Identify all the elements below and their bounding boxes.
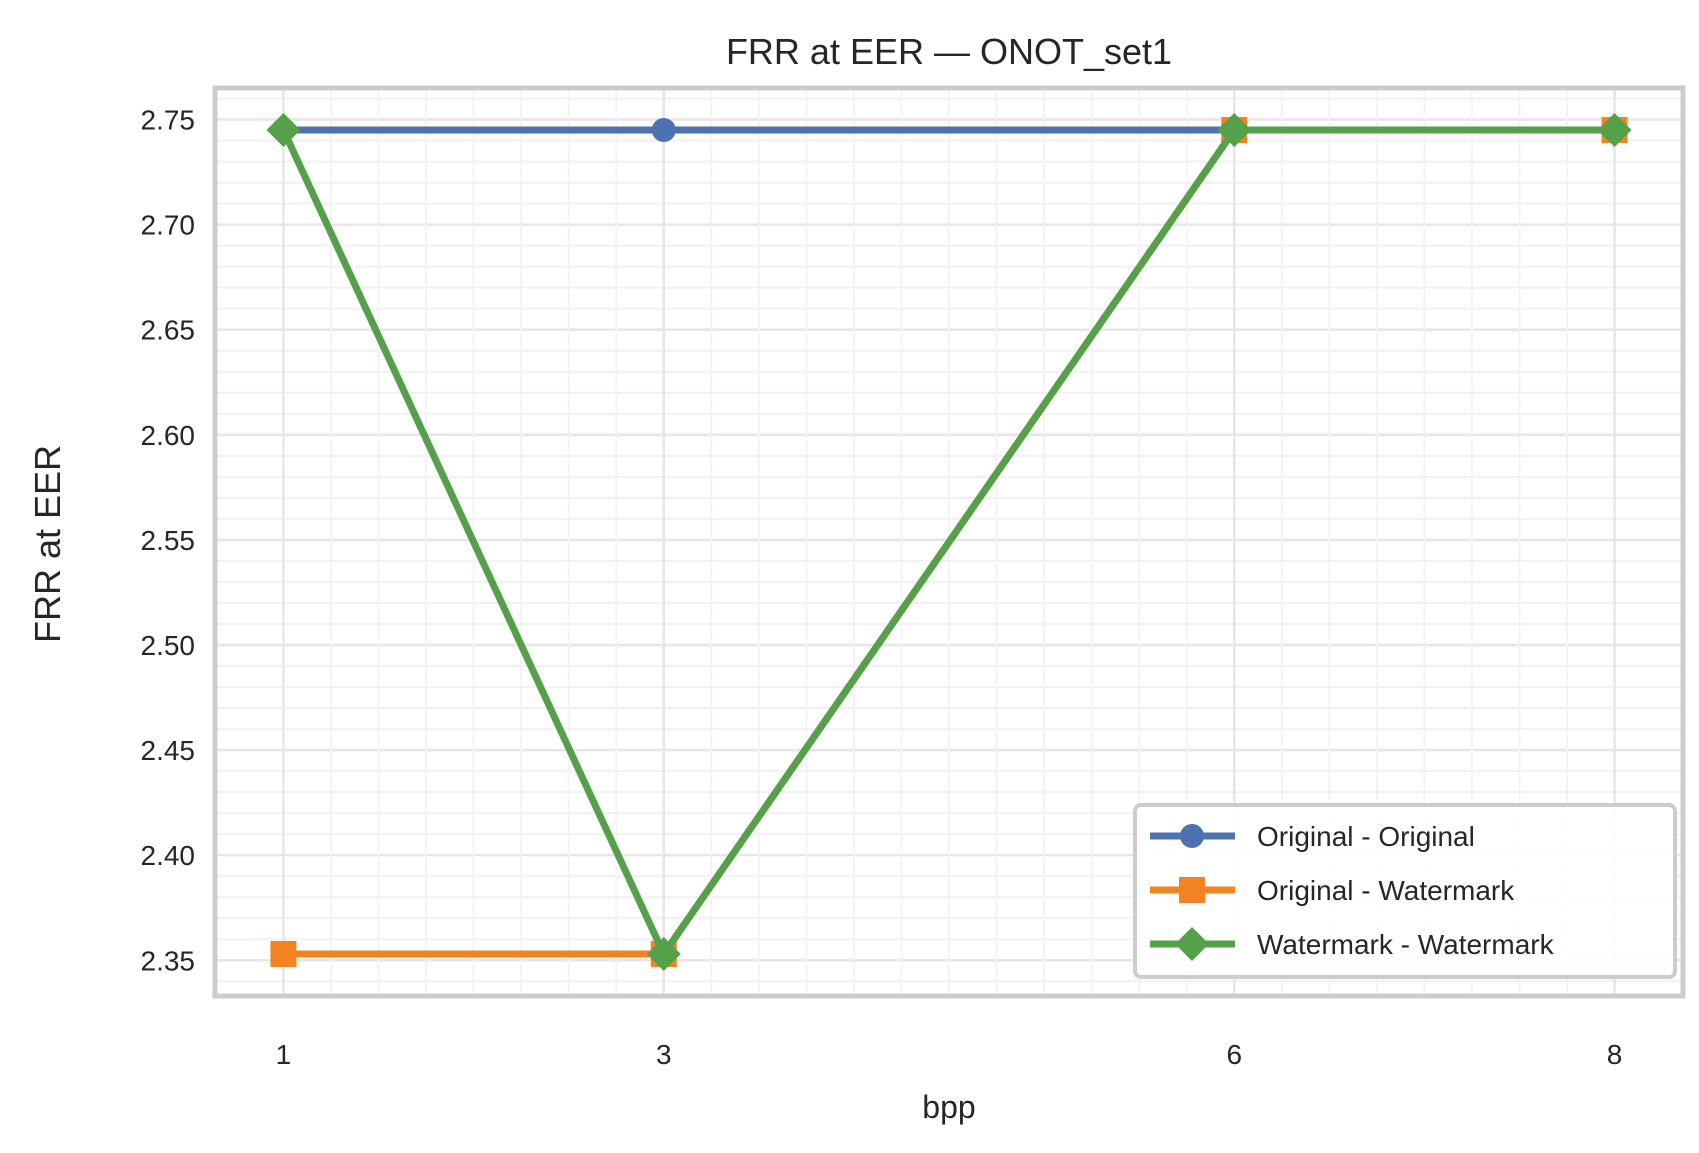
series-2	[266, 113, 1632, 971]
x-tick-label: 1	[276, 1039, 292, 1070]
legend-label: Watermark - Watermark	[1257, 929, 1555, 960]
x-axis-label: bpp	[922, 1089, 975, 1125]
y-axis-label: FRR at EER	[27, 445, 68, 643]
y-tick-label: 2.65	[141, 315, 196, 346]
y-tick-label: 2.60	[141, 420, 196, 451]
series-layer	[266, 113, 1632, 971]
plot-frame	[212, 85, 1686, 999]
legend-item: Watermark - Watermark	[1150, 927, 1555, 961]
y-tick-label: 2.45	[141, 735, 196, 766]
y-tick-label: 2.35	[141, 945, 196, 976]
y-tick-label: 2.40	[141, 840, 196, 871]
legend: Original - Original Original - Watermark W…	[1133, 803, 1677, 979]
data-point	[270, 940, 297, 967]
data-point	[646, 936, 681, 971]
chart-title: FRR at EER — ONOT_set1	[726, 31, 1172, 72]
y-tick-label: 2.75	[141, 105, 196, 136]
legend-marker	[1179, 877, 1205, 903]
y-tick-label: 2.50	[141, 630, 196, 661]
data-point	[651, 118, 676, 143]
x-tick-label: 8	[1607, 1039, 1623, 1070]
data-point	[266, 113, 301, 148]
y-tick-label: 2.70	[141, 210, 196, 241]
series-line	[279, 126, 1619, 958]
legend-marker	[1175, 927, 1209, 961]
data-point	[1217, 113, 1252, 148]
plot-border	[212, 85, 1686, 999]
x-axis-ticks: 1 3 6 8	[276, 1039, 1623, 1070]
legend-marker	[1180, 824, 1204, 848]
y-axis-ticks: 2.35 2.40 2.45 2.50 2.55 2.60 2.65 2.70 2.75	[141, 105, 196, 977]
legend-label: Original - Watermark	[1257, 875, 1515, 906]
legend-item: Original - Original	[1150, 821, 1475, 852]
legend-label: Original - Original	[1257, 821, 1475, 852]
x-tick-label: 3	[656, 1039, 672, 1070]
x-tick-label: 6	[1226, 1039, 1242, 1070]
legend-box	[1133, 803, 1677, 979]
legend-item: Original - Watermark	[1150, 875, 1515, 906]
y-tick-label: 2.55	[141, 525, 196, 556]
data-point	[1597, 113, 1632, 148]
grid	[215, 88, 1683, 996]
